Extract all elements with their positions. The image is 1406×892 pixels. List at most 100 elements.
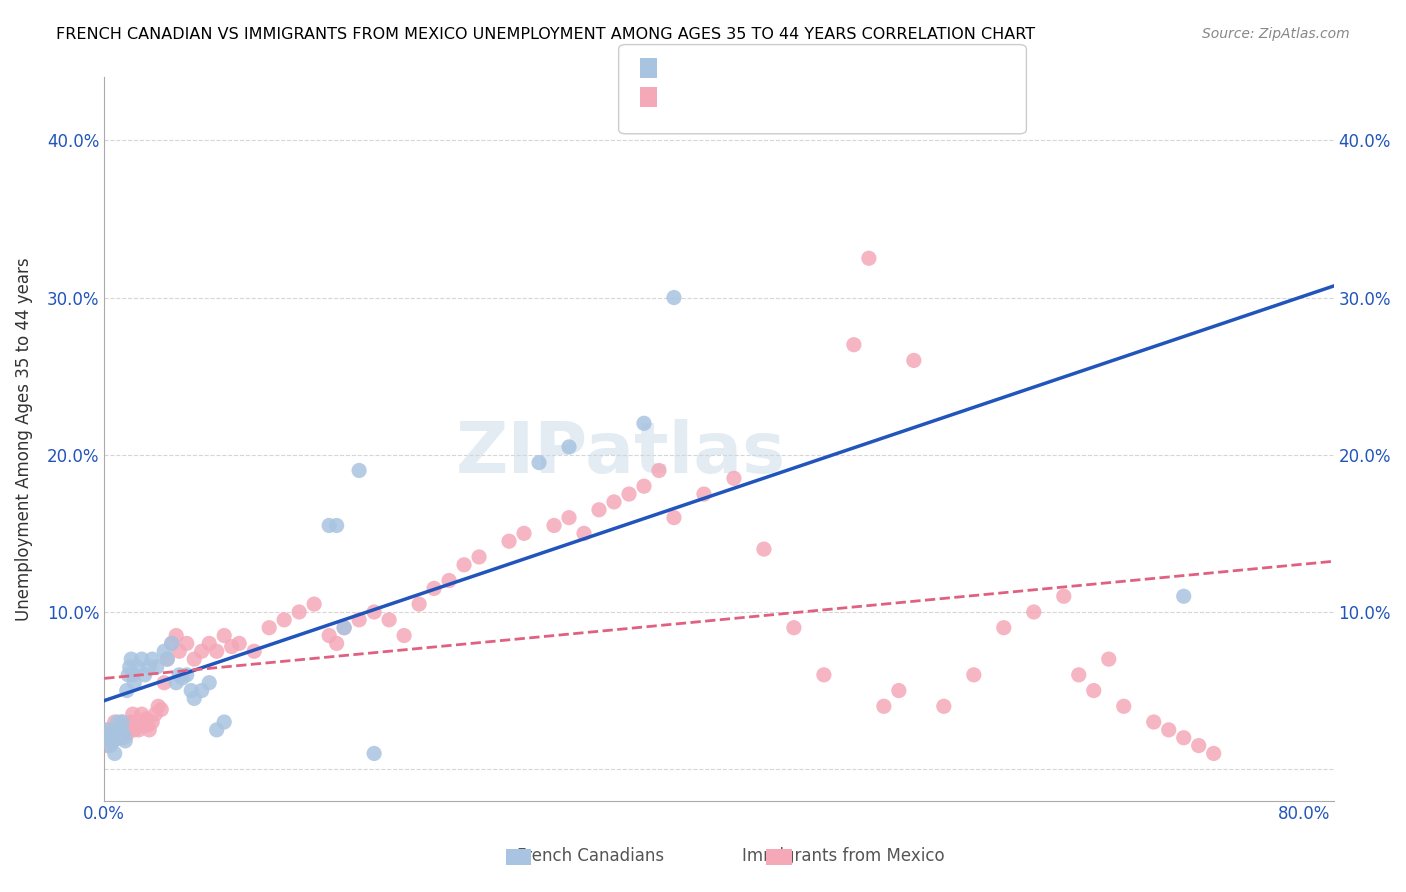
Point [97,723,120,737]
Point [172,671,194,685]
Point [122,723,145,737]
Point [145,660,167,674]
Point [325,518,347,533]
Point [134,668,156,682]
Point [107,728,129,742]
Point [205,644,228,658]
Point [160,636,183,650]
Point [212,628,235,642]
Point [110,723,132,737]
Point [1173,589,1195,603]
Point [127,660,149,674]
Point [243,644,266,658]
Point [527,456,550,470]
Point [1067,668,1090,682]
Point [115,728,138,742]
Point [167,644,190,658]
Text: Source: ZipAtlas.com: Source: ZipAtlas.com [1202,27,1350,41]
Point [1098,652,1121,666]
Point [333,621,356,635]
Point [1022,605,1045,619]
Point [662,291,685,305]
Point [120,652,142,666]
Point [783,621,806,635]
Point [633,417,655,431]
Point [110,723,132,737]
Point [127,718,149,732]
Point [212,714,235,729]
Point [932,699,955,714]
Point [205,723,228,737]
Point [105,723,128,737]
Point [662,510,685,524]
Text: ZIPatlas: ZIPatlas [456,419,786,488]
Point [180,683,202,698]
Y-axis label: Unemployment Among Ages 35 to 44 years: Unemployment Among Ages 35 to 44 years [15,257,32,621]
Point [378,613,401,627]
Point [813,668,835,682]
Point [131,652,153,666]
Point [176,668,198,682]
Point [963,668,986,682]
Text: R = 0.526   N = 99: R = 0.526 N = 99 [661,89,818,107]
Point [228,636,250,650]
Point [190,683,212,698]
Point [100,728,122,742]
Point [111,714,134,729]
Point [103,734,125,748]
Point [118,723,141,737]
Point [104,714,127,729]
Point [138,723,160,737]
Point [138,660,160,674]
Point [108,731,131,745]
Point [134,714,156,729]
Point [648,463,671,477]
Point [156,652,179,666]
Point [1173,731,1195,745]
Point [167,668,190,682]
Point [103,734,125,748]
Point [273,613,295,627]
Point [572,526,595,541]
Point [993,621,1015,635]
Point [135,712,157,726]
Text: Immigrants from Mexico: Immigrants from Mexico [742,847,945,865]
Point [108,731,131,745]
Point [887,683,910,698]
Point [117,668,139,682]
Point [112,731,135,745]
Point [1188,739,1211,753]
Point [423,582,446,596]
Text: R = 0.450   N = 48: R = 0.450 N = 48 [661,60,818,78]
Point [392,628,415,642]
Point [363,605,385,619]
Point [190,644,212,658]
Point [107,714,129,729]
Point [468,549,491,564]
Point [114,734,136,748]
Point [96,723,118,737]
Point [437,574,460,588]
Point [873,699,896,714]
Point [1143,714,1166,729]
Point [347,463,370,477]
Point [141,652,163,666]
Point [121,668,143,682]
Point [165,675,187,690]
Point [1112,699,1135,714]
Text: FRENCH CANADIAN VS IMMIGRANTS FROM MEXICO UNEMPLOYMENT AMONG AGES 35 TO 44 YEARS: FRENCH CANADIAN VS IMMIGRANTS FROM MEXIC… [56,27,1035,42]
Point [333,621,356,635]
Point [115,683,138,698]
Point [156,652,179,666]
Point [120,714,142,729]
Point [257,621,280,635]
Point [693,487,716,501]
Point [98,731,121,745]
Point [453,558,475,572]
Point [363,747,385,761]
Point [118,660,141,674]
Point [198,636,221,650]
Point [558,510,581,524]
Point [302,597,325,611]
Point [112,728,135,742]
